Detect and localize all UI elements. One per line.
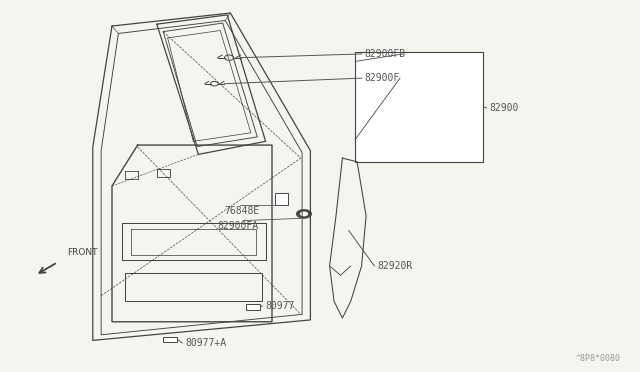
Text: 82920R: 82920R [378, 261, 413, 271]
Text: 80977: 80977 [266, 301, 295, 311]
Text: FRONT: FRONT [67, 248, 98, 257]
Text: 82900F: 82900F [365, 73, 400, 83]
Text: 76848E: 76848E [224, 206, 259, 217]
Text: 80977+A: 80977+A [186, 338, 227, 348]
FancyBboxPatch shape [246, 304, 260, 310]
FancyBboxPatch shape [275, 193, 288, 205]
Bar [355, 52, 483, 162]
Text: 82900: 82900 [490, 103, 519, 113]
Circle shape [296, 209, 312, 218]
Text: 82900FA: 82900FA [218, 221, 259, 231]
Text: 82900FB: 82900FB [365, 49, 406, 59]
Text: ^8P8*0080: ^8P8*0080 [576, 354, 621, 363]
Circle shape [300, 211, 308, 217]
FancyBboxPatch shape [163, 337, 177, 342]
